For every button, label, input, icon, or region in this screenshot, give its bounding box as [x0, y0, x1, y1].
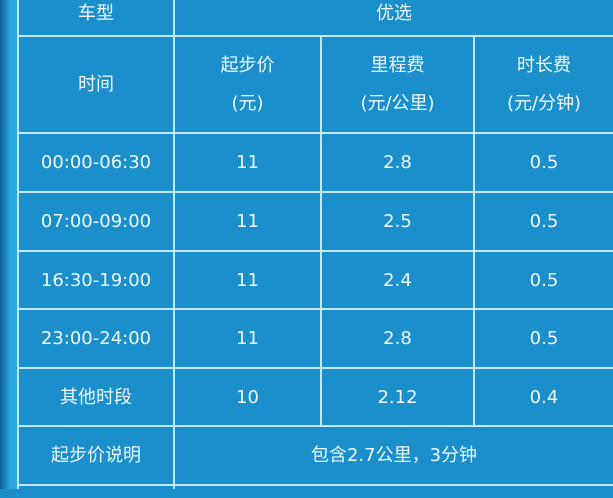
cell-base: 11	[236, 269, 259, 291]
divider	[17, 484, 613, 486]
column-name: 里程费	[370, 54, 425, 76]
cell-time: 00:00-06:30	[40, 151, 152, 173]
cell-base: 11	[236, 210, 259, 232]
cell-time: 07:00-09:00	[40, 210, 152, 232]
column-header-base: 起步价 (元)	[175, 37, 320, 132]
cell-duration: 0.5	[529, 269, 559, 291]
divider	[17, 191, 613, 193]
divider	[17, 132, 613, 134]
divider	[17, 308, 613, 310]
divider	[17, 367, 613, 369]
note-value: 包含2.7公里，3分钟	[310, 444, 478, 466]
cell-mileage: 2.4	[383, 269, 412, 291]
column-unit: (元/公里)	[360, 92, 435, 114]
vehicle-type-label: 车型	[78, 3, 114, 24]
cell-mileage: 2.8	[383, 151, 412, 173]
cell-base: 11	[236, 327, 259, 349]
divider	[17, 250, 613, 252]
divider	[473, 36, 475, 426]
column-name: 起步价	[220, 54, 275, 76]
cell-time: 其他时段	[60, 386, 132, 408]
column-name: 时长费	[517, 54, 571, 76]
cell-duration: 0.4	[529, 386, 559, 408]
vehicle-type-value: 优选	[376, 3, 412, 24]
cell-mileage: 2.8	[383, 327, 412, 349]
cell-duration: 0.5	[529, 327, 559, 349]
divider	[17, 425, 613, 427]
divider	[17, 35, 613, 37]
left-edge	[0, 0, 17, 489]
time-header: 时间	[78, 73, 114, 95]
cell-time: 23:00-24:00	[40, 327, 152, 349]
divider	[320, 36, 322, 426]
cell-base: 11	[236, 151, 259, 173]
divider	[173, 0, 175, 489]
cell-base: 10	[236, 386, 259, 408]
cell-duration: 0.5	[529, 210, 559, 232]
column-header-duration: 时长费 (元/分钟)	[475, 37, 613, 132]
cell-mileage: 2.5	[383, 210, 412, 232]
cell-mileage: 2.12	[377, 386, 418, 408]
divider	[17, 0, 19, 489]
cell-duration: 0.5	[529, 151, 559, 173]
cell-time: 16:30-19:00	[40, 269, 152, 291]
column-unit: (元)	[231, 92, 264, 114]
fare-table	[17, 0, 613, 498]
note-label: 起步价说明	[51, 444, 141, 466]
column-header-mileage: 里程费 (元/公里)	[322, 37, 473, 132]
column-unit: (元/分钟)	[506, 92, 582, 114]
